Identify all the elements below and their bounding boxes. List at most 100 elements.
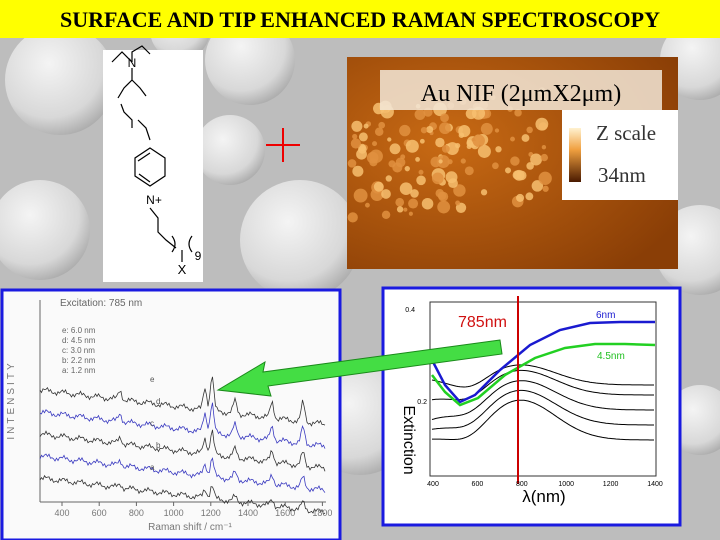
x-tick-label: 1000 [558,481,574,488]
x-tick-label: 600 [92,508,107,518]
afm-grain [381,210,391,220]
afm-grain [441,145,450,153]
afm-grain [510,156,520,166]
afm-grain [403,207,408,212]
scale-value: 34nm [598,163,646,187]
afm-grain [372,141,378,147]
afm-grain [347,159,357,168]
extinction-curve [431,380,654,420]
y-tick-label: 0.2 [417,399,427,406]
molecule-panel [103,50,203,282]
afm-grain [395,197,405,207]
title: SURFACE AND TIP ENHANCED RAMAN SPECTROSC… [60,7,660,32]
afm-grain [350,138,361,149]
series-label: 6nm [596,310,615,321]
afm-grain [494,128,500,133]
afm-grain [472,134,485,147]
afm-grain [365,202,370,208]
extinction-x-ticks: 400 600 800 1000 1200 1400 [427,481,663,488]
afm-grain [415,156,420,162]
x-tick-label: 1200 [201,508,221,518]
afm-grain [480,122,493,135]
spectrum [39,474,326,515]
extinction-y-label: Extinction [400,405,417,474]
extinction-curve [432,399,654,441]
afm-grain [526,126,533,134]
afm-grain [408,211,413,216]
afm-grain [420,126,428,134]
afm-grain [416,175,426,186]
afm-grain [399,124,411,137]
atom-label: X [178,262,187,277]
afm-grain [366,151,379,164]
afm-grain [374,127,384,136]
extinction-x-label: λ(nm) [522,487,565,506]
particle [5,25,115,135]
extinction-frame [429,301,657,477]
x-tick-label: 600 [472,481,484,488]
afm-grain [521,134,530,142]
afm-grain [419,138,425,144]
afm-grain [363,123,369,129]
afm-grain [404,166,410,172]
legend-entry: a: 1.2 nm [62,366,96,375]
curve-label: a [150,463,155,472]
afm-grain [421,197,434,210]
molecule-structure [111,45,193,262]
extinction-curve [430,320,655,404]
series-label: 4.5nm [597,351,625,362]
afm-grain [530,153,543,166]
afm-grain [438,159,443,164]
particle [240,180,360,300]
legend-entry: e: 6.0 nm [62,326,96,335]
afm-grain [480,189,488,196]
x-tick-label: 1200 [603,481,619,488]
afm-grain [435,137,445,148]
afm-grain [514,109,522,117]
afm-grain [405,139,419,153]
scale-title: Z scale [596,121,656,145]
extinction-curve [431,389,654,430]
curve-label: b [156,441,161,450]
afm-grain [464,166,474,176]
afm-grain [399,182,413,196]
afm-grain [531,180,544,192]
afm-grain [538,171,552,185]
afm-grain [389,143,401,155]
legend-entry: c: 3.0 nm [62,346,95,355]
x-tick-label: 1000 [164,508,184,518]
x-tick-label: 1400 [647,481,663,488]
extinction-panel [381,286,682,527]
afm-grain [446,142,459,156]
raman-x-label: Raman shift / cm⁻¹ [148,522,232,533]
spectrum [39,429,326,472]
raman-legend: e: 6.0 nmd: 4.5 nmc: 3.0 nmb: 2.2 nma: 1… [62,326,96,375]
raman-spectra: e d c b a [39,375,326,515]
afm-grain [541,145,547,150]
afm-grain [347,212,358,223]
afm-grain [351,120,363,132]
afm-grain [455,200,461,206]
afm-grain [353,188,368,203]
raman-y-label: INTENSITY [6,360,17,439]
x-tick-label: 1600 [275,508,295,518]
y-tick-label: 0.4 [405,307,415,314]
raman-excitation: Excitation: 785 nm [60,298,142,309]
afm-grain [378,121,386,129]
afm-grain [410,189,419,198]
extinction-curve [431,364,654,388]
curve-label: d [156,397,160,406]
particle [0,180,90,280]
afm-grain [458,125,471,138]
subscript-label: 9 [195,249,202,263]
afm-grain [477,144,491,158]
afm-grain [437,200,451,214]
afm-grain [440,113,449,123]
laser-label: 785nm [458,314,507,331]
afm-grain [392,162,403,173]
green-arrow [216,339,503,397]
afm-grain [439,122,451,135]
afm-grain [387,137,392,142]
afm-grain [385,175,392,182]
